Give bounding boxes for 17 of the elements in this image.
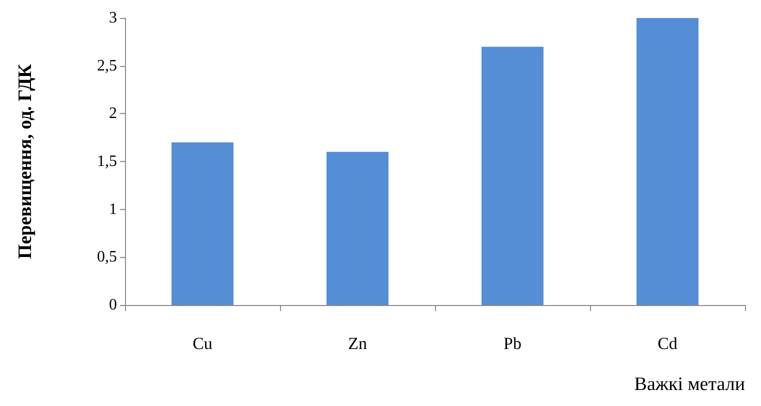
y-tick-label: 3: [109, 10, 117, 26]
x-tick-label: Zn: [348, 334, 368, 353]
y-tick-label: 2,5: [97, 57, 117, 74]
bar: [326, 152, 388, 305]
bar: [636, 18, 698, 305]
x-axis-title: Важкі метали: [634, 374, 745, 395]
x-tick-label: Cu: [192, 334, 213, 353]
x-tick-label: Pb: [504, 334, 522, 353]
bar: [482, 46, 544, 305]
y-tick-label: 0: [109, 296, 117, 314]
y-tick-label: 0,5: [97, 248, 117, 266]
y-tick-label: 1,5: [97, 153, 117, 170]
bar: [172, 142, 234, 305]
y-tick-label: 1: [109, 200, 117, 218]
y-axis-title: Перевищення, од. ГДК: [15, 64, 36, 259]
y-tick-label: 2: [109, 105, 117, 122]
x-tick-label: Cd: [658, 334, 678, 353]
